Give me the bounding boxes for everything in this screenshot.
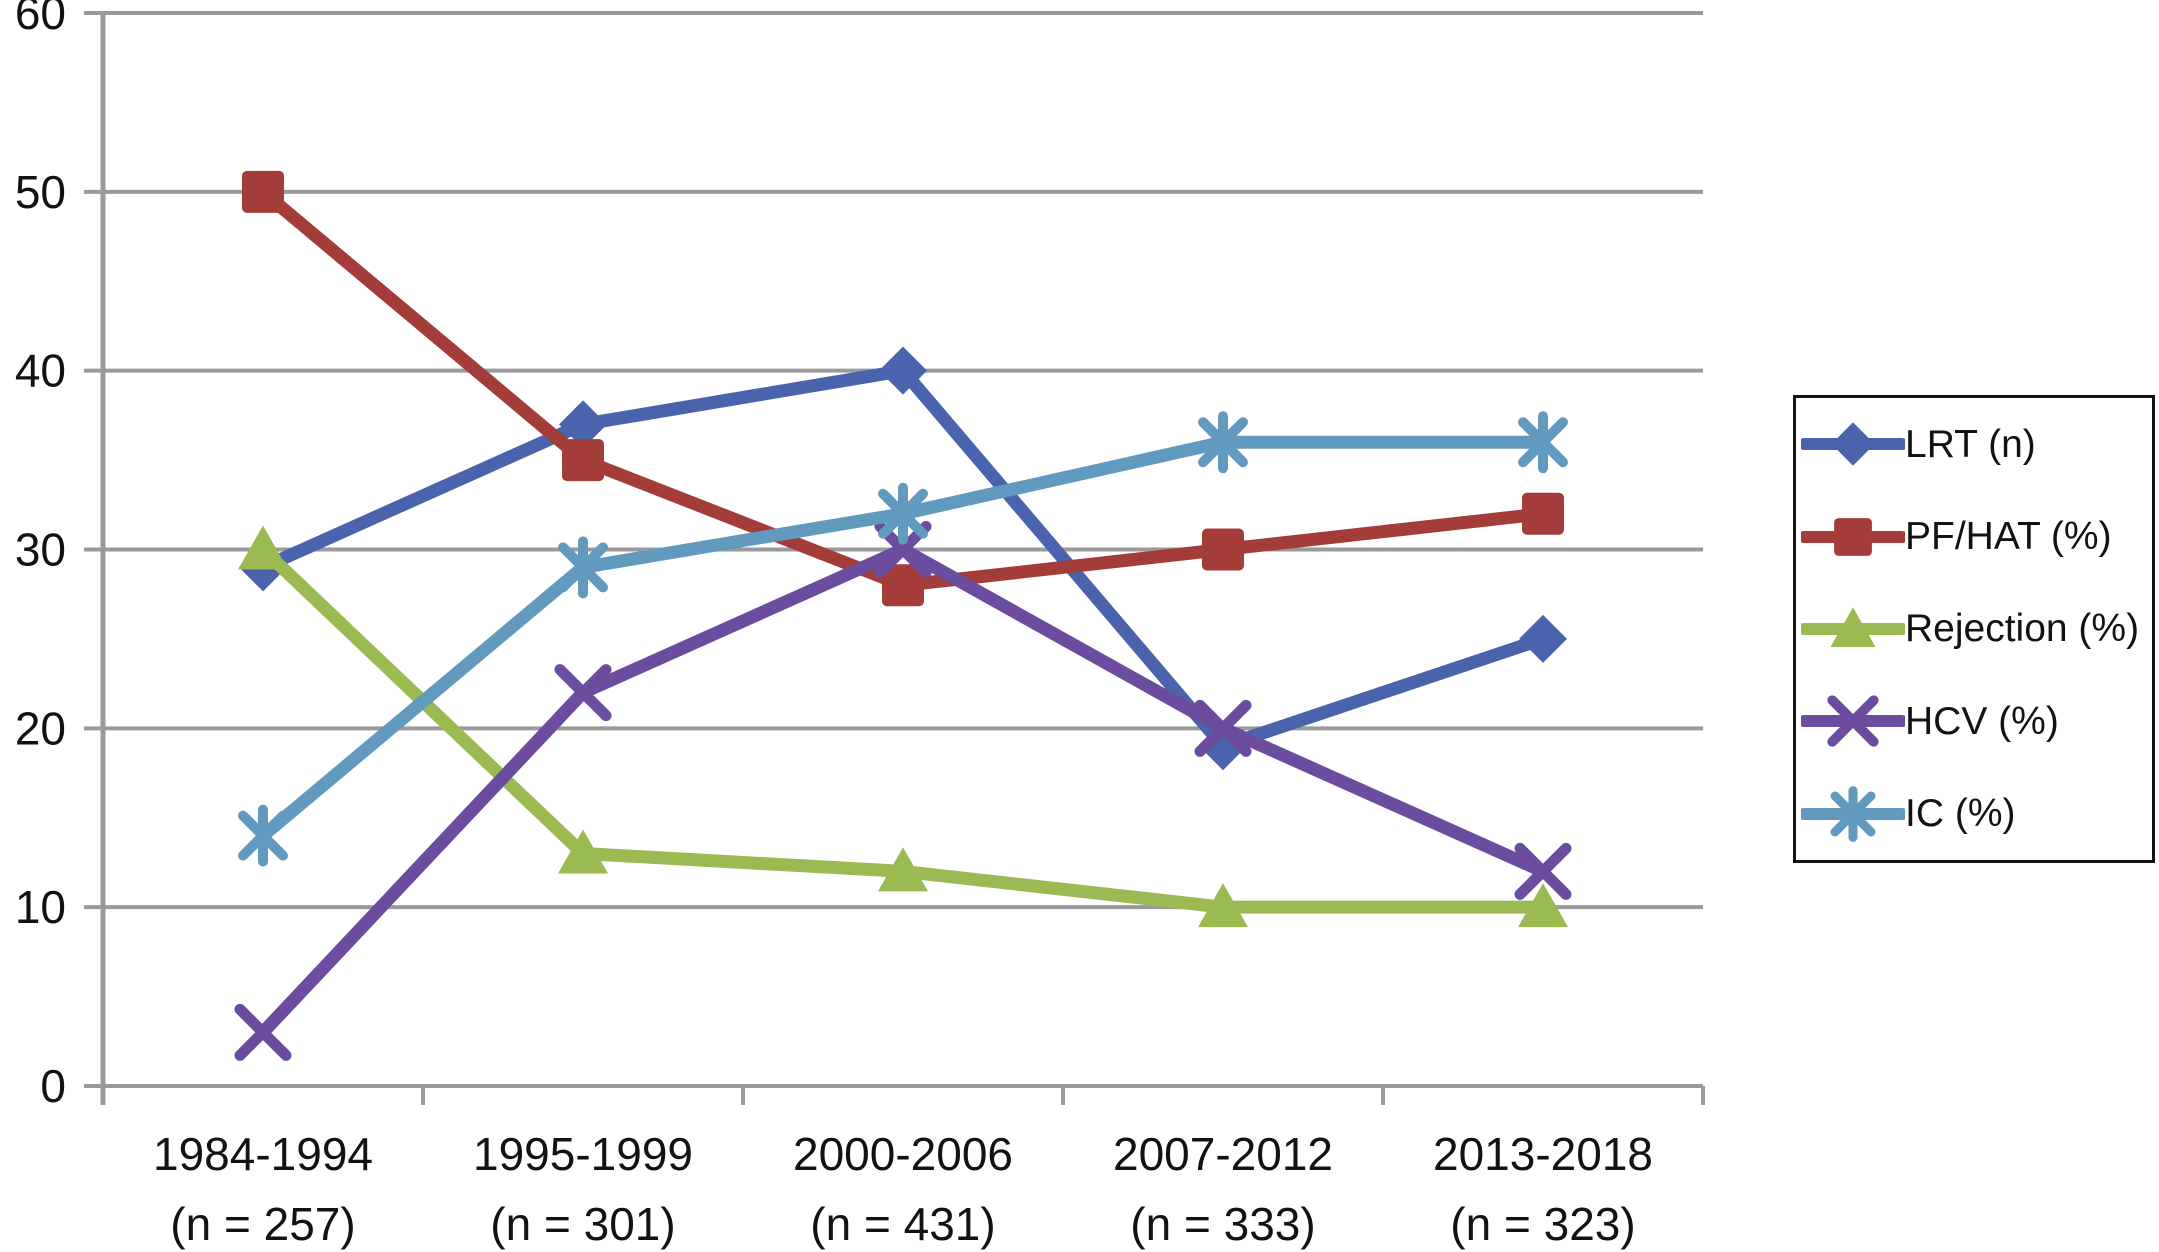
square-marker-icon: [1202, 528, 1244, 571]
x-axis-label: 2000-2006 (n = 431): [793, 1128, 1013, 1250]
y-axis-labels: 0 10 20 30 40 50 60: [15, 0, 66, 1112]
x-marker-icon: [1514, 842, 1572, 900]
x-axis-label-n: (n = 323): [1450, 1198, 1635, 1250]
series-line: [256, 543, 1550, 1039]
diamond-marker-icon: [559, 400, 607, 449]
legend-marker-sample: [1801, 422, 1905, 466]
asterisk-marker-icon: [558, 536, 608, 599]
x-axis-label-period: 1984-1994: [153, 1128, 373, 1180]
legend-marker-sample: [1801, 607, 1905, 647]
square-marker-icon: [242, 170, 284, 213]
x-axis-label-period: 2000-2006: [793, 1128, 1013, 1180]
legend-label: HCV (%): [1905, 699, 2059, 743]
legend-item-lrt-n: LRT (n): [1796, 415, 2152, 473]
x-axis-label-period: 2007-2012: [1113, 1128, 1333, 1180]
x-marker-icon: [1827, 695, 1879, 748]
series-pf-hat: [242, 170, 1564, 607]
legend-item-rejection: Rejection (%): [1796, 600, 2152, 658]
x-axis-label: 1984-1994 (n = 257): [153, 1128, 373, 1250]
legend-label: LRT (n): [1905, 422, 2036, 466]
asterisk-marker-icon: [1518, 411, 1568, 474]
triangle-marker-icon: [878, 847, 928, 892]
asterisk-marker-icon: [1198, 411, 1248, 474]
series-ic: [238, 411, 1568, 867]
x-axis-label: 1995-1999 (n = 301): [473, 1128, 693, 1250]
series-lrt-n: [239, 346, 1567, 771]
square-marker-icon: [562, 439, 604, 482]
square-marker-icon: [1522, 492, 1564, 535]
series-rejection: [238, 525, 1568, 928]
triangle-marker-icon: [558, 829, 608, 874]
triangle-marker-icon: [238, 525, 288, 570]
x-axis-label: 2007-2012 (n = 333): [1113, 1128, 1333, 1250]
y-tick-label-50: 50: [15, 166, 66, 218]
y-tick-label-60: 60: [15, 0, 66, 39]
asterisk-marker-icon: [878, 482, 928, 545]
x-axis-label: 2013-2018 (n = 323): [1433, 1128, 1653, 1250]
legend-marker-sample: [1801, 695, 1905, 748]
legend-item-ic: IC (%): [1796, 785, 2152, 843]
x-marker-icon: [234, 1003, 292, 1061]
x-axis-label-n: (n = 301): [490, 1198, 675, 1250]
triangle-marker-icon: [1198, 883, 1248, 928]
diamond-marker-icon: [1519, 614, 1567, 663]
y-tick-label-20: 20: [15, 702, 66, 754]
x-axis-label-period: 1995-1999: [473, 1128, 693, 1180]
series-line: [256, 364, 1550, 753]
x-axis-label-n: (n = 257): [170, 1198, 355, 1250]
asterisk-marker-icon: [1830, 785, 1876, 842]
y-tick-label-40: 40: [15, 345, 66, 397]
triangle-marker-icon: [1830, 607, 1876, 647]
x-axis-label-n: (n = 333): [1130, 1198, 1315, 1250]
y-tick-label-10: 10: [15, 881, 66, 933]
legend-marker-sample: [1801, 517, 1905, 556]
square-marker-icon: [1834, 517, 1872, 556]
x-marker-icon: [554, 664, 612, 722]
legend-label: PF/HAT (%): [1905, 515, 2112, 559]
square-marker-icon: [882, 564, 924, 607]
diamond-marker-icon: [879, 346, 927, 395]
triangle-marker-icon: [1518, 883, 1568, 928]
legend-item-hcv: HCV (%): [1796, 692, 2152, 750]
y-tick-label-0: 0: [40, 1060, 66, 1112]
x-axis-labels: 1984-1994 (n = 257) 1995-1999 (n = 301) 2000…: [153, 1128, 1653, 1250]
legend-label: Rejection (%): [1905, 607, 2140, 651]
y-tick-label-30: 30: [15, 524, 66, 576]
legend-item-pf-hat: PF/HAT (%): [1796, 508, 2152, 566]
x-axis-label-n: (n = 431): [810, 1198, 995, 1250]
legend-marker-sample: [1801, 785, 1905, 842]
diamond-marker-icon: [1831, 422, 1875, 466]
legend-box: LRT (n) PF/HAT (%) Rejection (%) HCV (%) IC …: [1793, 395, 2155, 863]
asterisk-marker-icon: [238, 804, 288, 867]
legend-label: IC (%): [1905, 792, 2016, 836]
x-axis-label-period: 2013-2018: [1433, 1128, 1653, 1180]
x-marker-icon: [1194, 699, 1252, 757]
